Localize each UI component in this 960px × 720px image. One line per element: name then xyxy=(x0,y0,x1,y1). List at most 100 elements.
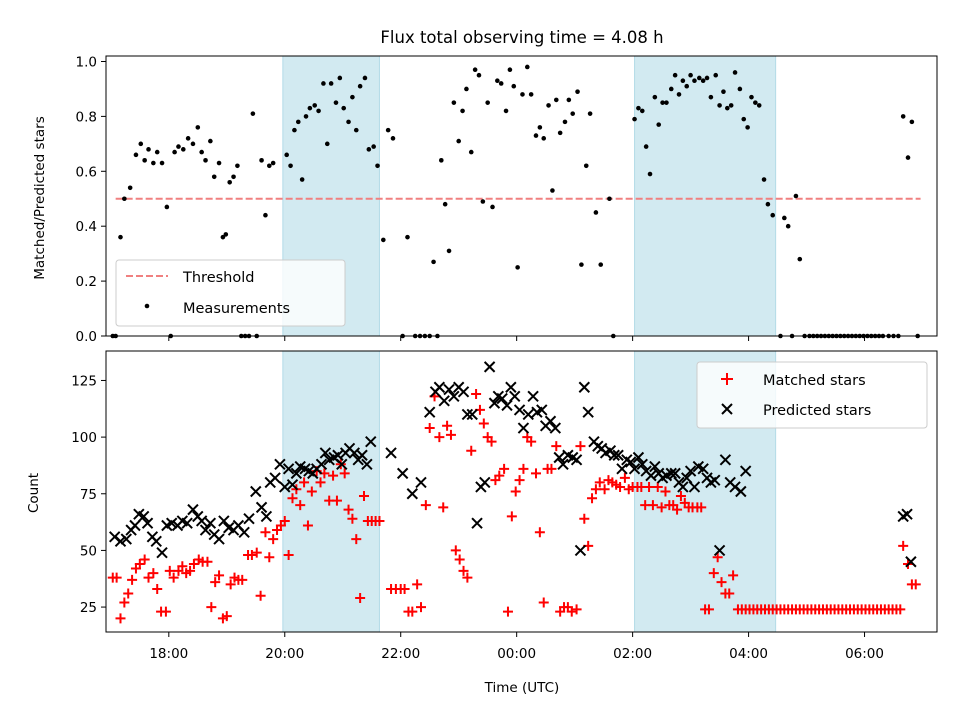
measurement-point xyxy=(476,72,482,78)
measurement-point xyxy=(321,81,326,86)
matched-stars-point xyxy=(268,534,279,545)
matched-stars-point xyxy=(619,472,630,483)
matched-stars-point xyxy=(358,491,369,502)
matched-stars-point xyxy=(111,572,122,583)
matched-stars-point xyxy=(708,568,719,579)
matched-stars-point xyxy=(160,606,171,617)
measurement-point xyxy=(643,144,649,149)
measurement-point xyxy=(375,163,380,169)
matched-stars-point xyxy=(264,552,275,563)
measurement-point xyxy=(231,174,236,180)
measurement-point xyxy=(515,265,520,270)
predicted-stars-point xyxy=(187,503,199,516)
measurement-point xyxy=(721,89,726,94)
matched-stars-point xyxy=(450,545,461,556)
matched-stars-point xyxy=(351,534,362,545)
measurement-point xyxy=(676,92,682,97)
measurement-point xyxy=(270,160,276,166)
predicted-stars-point xyxy=(195,515,208,527)
matched-stars-point xyxy=(202,556,213,567)
measurement-point xyxy=(468,149,474,155)
predicted-stars-point xyxy=(466,408,478,421)
predicted-stars-point xyxy=(612,449,624,461)
y-tick-label: 0.6 xyxy=(76,164,97,180)
matched-stars-point xyxy=(214,570,225,581)
matched-stars-point xyxy=(302,520,313,531)
matched-stars-point xyxy=(148,568,159,579)
measurement-point xyxy=(656,122,662,127)
measurement-point xyxy=(607,196,612,202)
matched-stars-point xyxy=(374,515,385,526)
measurement-point xyxy=(700,78,706,84)
measurement-point xyxy=(756,103,762,108)
measurement-point xyxy=(438,158,444,163)
y-tick-label: 25 xyxy=(80,600,97,616)
measurement-point xyxy=(546,103,551,108)
matched-stars-point xyxy=(566,606,577,617)
predicted-stars-point xyxy=(156,546,168,559)
measurement-point xyxy=(570,111,576,116)
predicted-stars-point xyxy=(608,449,620,461)
measurement-point xyxy=(598,262,604,267)
matched-stars-point xyxy=(420,500,431,511)
measurement-point xyxy=(357,83,363,89)
measurement-point xyxy=(223,232,229,237)
axes-frame xyxy=(105,350,938,633)
y-tick-label: 1.0 xyxy=(76,54,97,70)
measurement-point xyxy=(346,119,351,125)
matched-stars-point xyxy=(299,477,310,488)
measurement-point xyxy=(208,138,213,144)
measurement-point xyxy=(765,201,771,207)
matched-stars-point xyxy=(343,504,354,515)
measurement-point xyxy=(295,119,301,125)
matched-stars-point xyxy=(279,515,290,526)
matched-stars-point xyxy=(328,470,339,481)
measurement-point xyxy=(127,185,133,191)
legend-matched-swatch xyxy=(721,373,733,385)
measurement-point xyxy=(728,103,734,108)
measurement-point xyxy=(203,158,208,163)
matched-stars-point xyxy=(152,583,163,594)
predicted-stars-point xyxy=(286,478,299,491)
matched-stars-point xyxy=(675,491,686,502)
matched-stars-point xyxy=(615,481,626,492)
measurement-point xyxy=(639,108,645,114)
axes-frame xyxy=(105,55,938,337)
matched-stars-point xyxy=(225,579,236,590)
measurement-point xyxy=(696,75,702,81)
legend-matched-label: Matched stars xyxy=(763,373,866,389)
predicted-stars-point xyxy=(582,406,594,418)
predicted-stars-point xyxy=(336,458,348,471)
predicted-stars-point xyxy=(578,381,591,393)
predicted-stars-point xyxy=(719,454,732,466)
y-tick-label: 0.4 xyxy=(76,219,97,235)
predicted-stars-point xyxy=(688,481,701,493)
x-tick-label: 02:00 xyxy=(613,646,652,662)
predicted-stars-point xyxy=(461,408,474,421)
measurement-point xyxy=(456,138,461,144)
matched-stars-point xyxy=(502,606,513,617)
measurement-point xyxy=(312,103,318,108)
predicted-stars-point xyxy=(553,451,565,464)
measurement-point xyxy=(550,188,555,193)
measurement-point xyxy=(385,127,391,133)
measurement-point xyxy=(761,177,767,182)
predicted-stars-point xyxy=(204,517,217,529)
measurement-point xyxy=(785,223,791,229)
predicted-stars-point xyxy=(905,556,917,568)
measurement-point xyxy=(211,174,217,180)
matched-stars-point xyxy=(486,436,497,447)
measurement-point xyxy=(688,72,693,78)
predicted-stars-point xyxy=(632,451,645,464)
measurement-point xyxy=(199,149,204,155)
matched-stars-point xyxy=(331,495,342,506)
measurement-point xyxy=(146,147,151,152)
matched-stars-point xyxy=(355,593,366,604)
matched-stars-point xyxy=(287,493,298,504)
predicted-stars-point xyxy=(255,501,268,514)
measurement-point xyxy=(151,160,156,166)
measurement-point xyxy=(557,130,563,136)
predicted-stars-point xyxy=(681,472,693,484)
y-tick-label: 0.8 xyxy=(76,109,97,125)
measurement-point xyxy=(284,152,289,158)
